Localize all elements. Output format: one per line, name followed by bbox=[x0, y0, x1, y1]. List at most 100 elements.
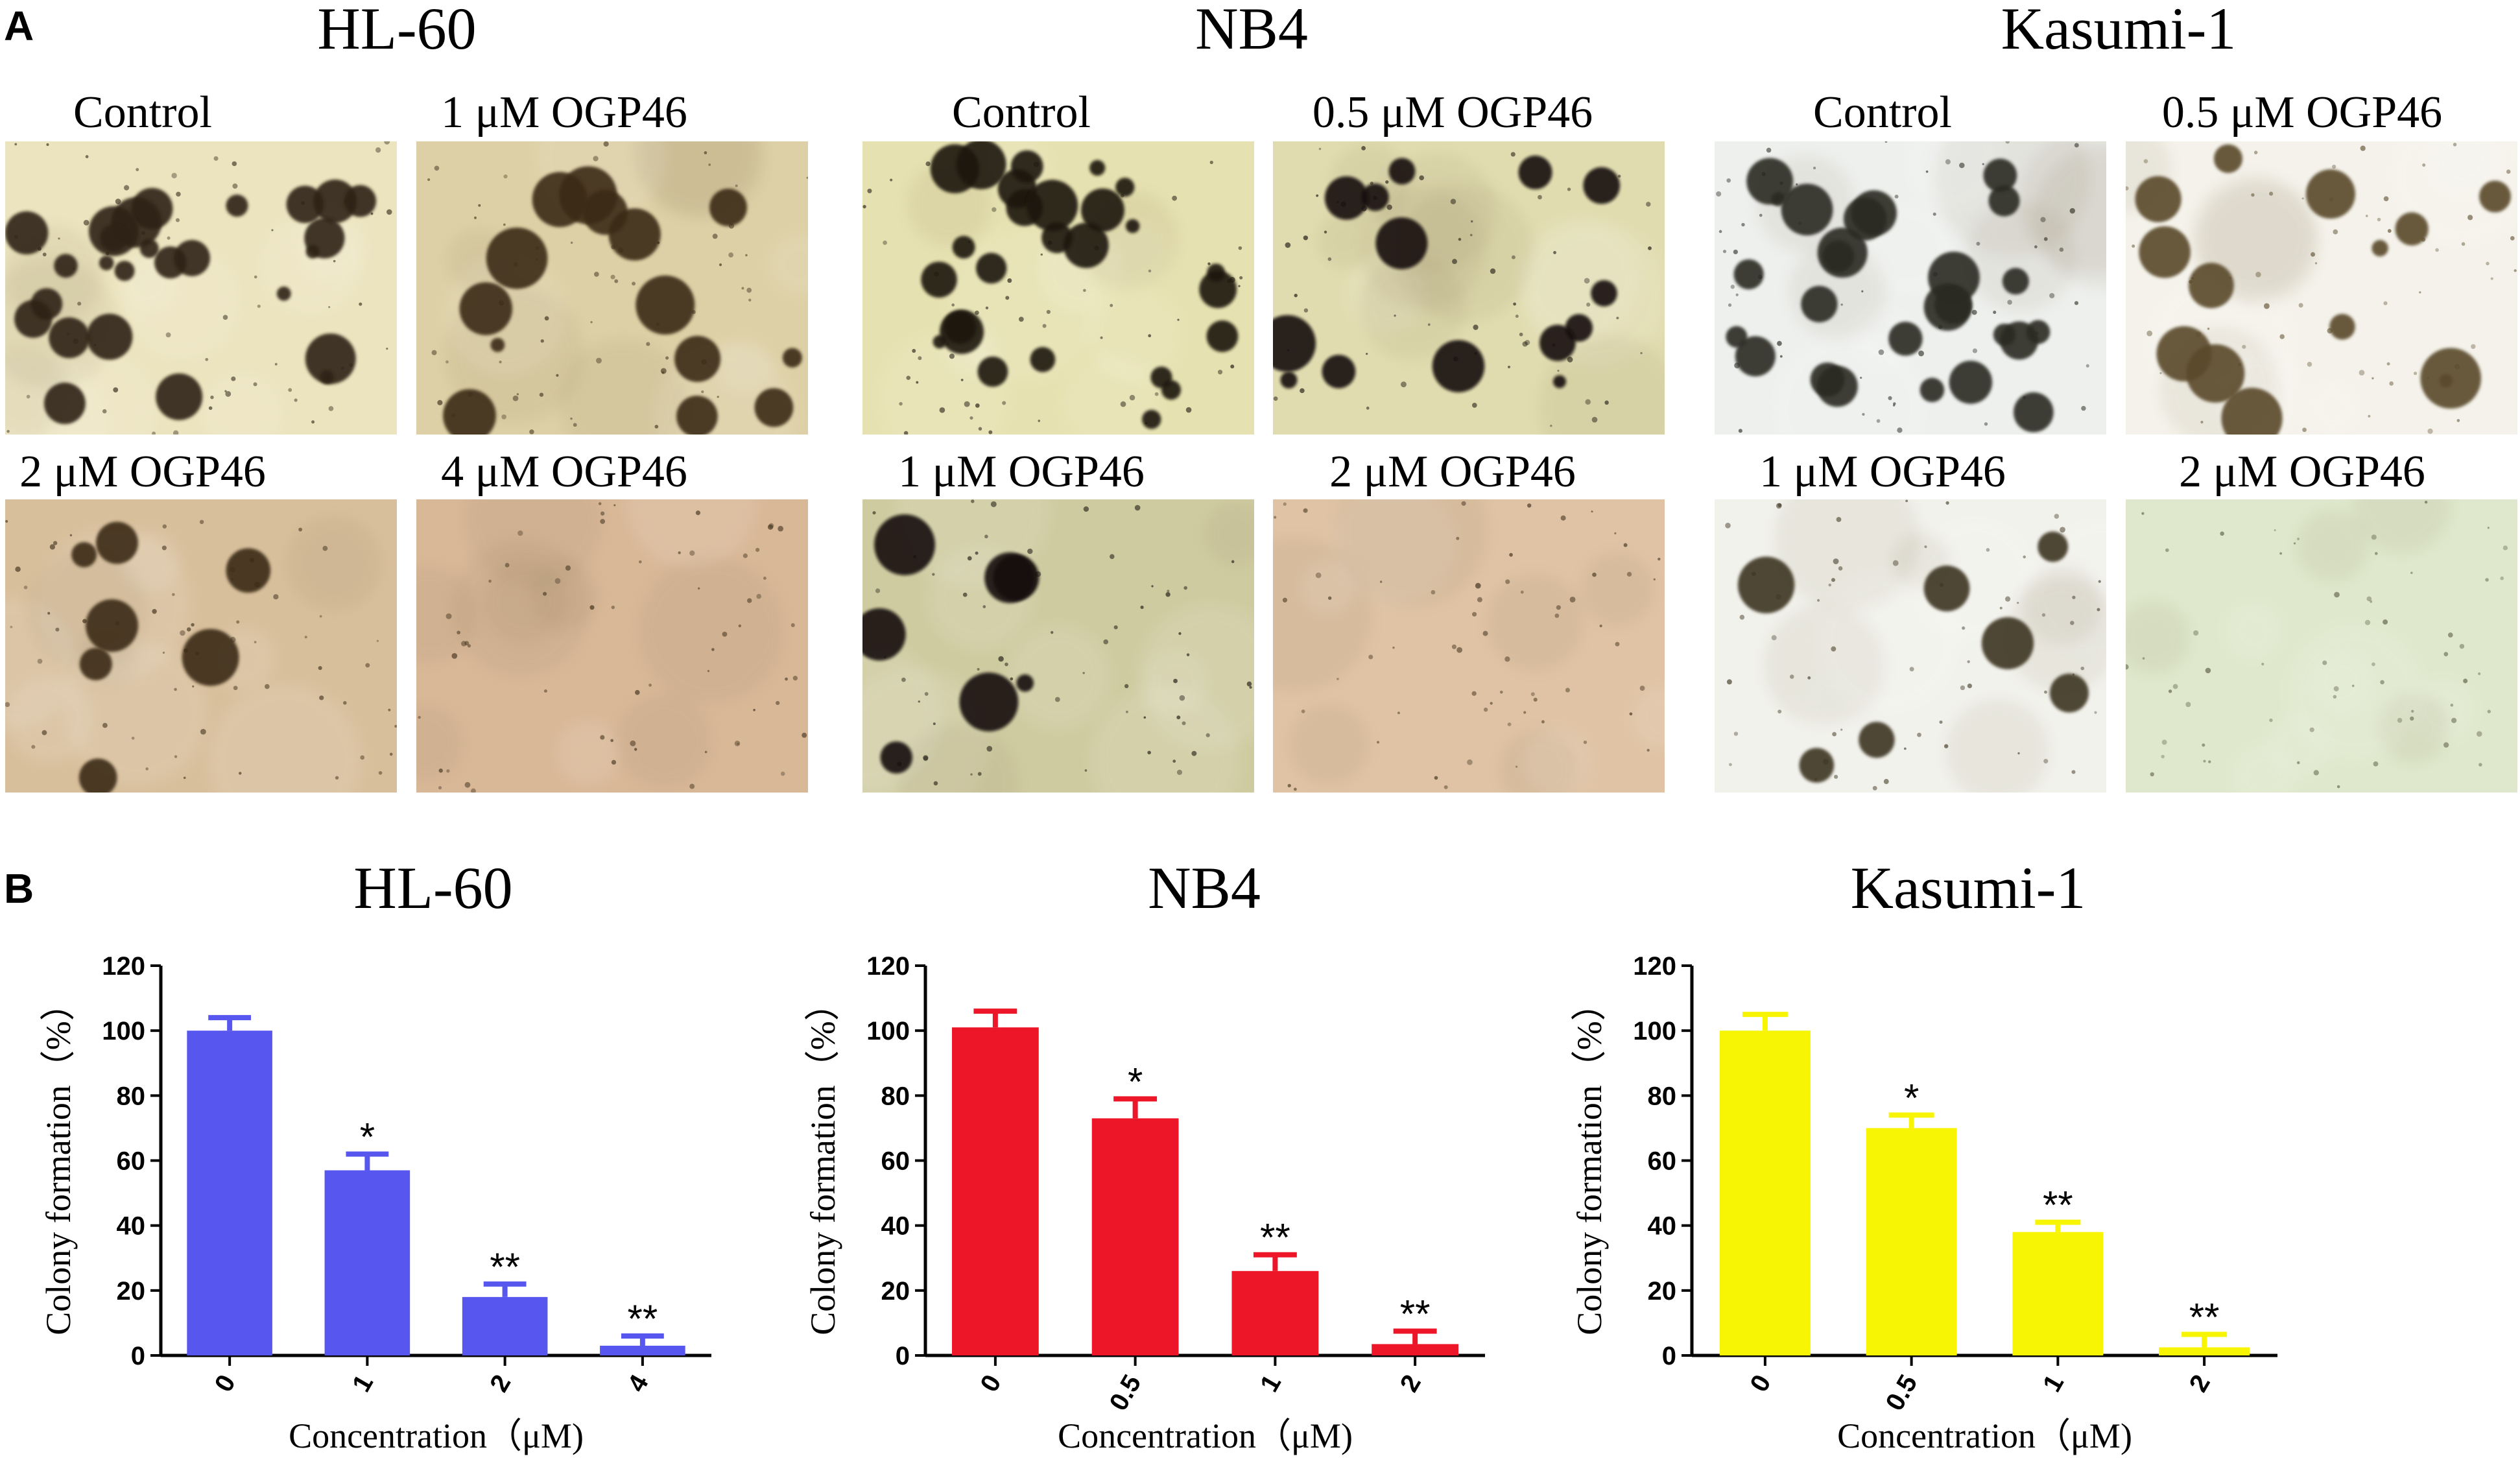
micrograph-image bbox=[416, 141, 808, 435]
colony-mark bbox=[2221, 387, 2283, 435]
colony-mark bbox=[344, 185, 377, 217]
colony-mark bbox=[1518, 155, 1552, 189]
y-tick-label: 20 bbox=[117, 1277, 146, 1306]
bar bbox=[2012, 1232, 2104, 1355]
colony-mark bbox=[1206, 320, 1239, 352]
micrograph-caption: 4 μM OGP46 bbox=[441, 447, 687, 497]
micrograph-image bbox=[5, 141, 397, 435]
significance-marker: ** bbox=[628, 1297, 658, 1341]
colony-mark bbox=[1923, 566, 1970, 612]
colony-mark bbox=[2395, 212, 2429, 246]
colony-mark bbox=[1993, 323, 2016, 346]
colony-mark bbox=[156, 373, 203, 420]
colony-mark bbox=[2013, 392, 2054, 433]
colony-mark bbox=[226, 195, 248, 217]
colony-mark bbox=[1949, 361, 1993, 404]
significance-marker: ** bbox=[490, 1245, 520, 1289]
micrograph-caption: Control bbox=[1813, 88, 1952, 137]
colony-mark bbox=[1781, 184, 1833, 235]
x-tick-label: 4 bbox=[622, 1370, 654, 1397]
colony-mark bbox=[1273, 315, 1316, 372]
colony-mark bbox=[1115, 178, 1135, 197]
micrograph-caption: 1 μM OGP46 bbox=[898, 447, 1145, 497]
colony-mark bbox=[532, 172, 588, 228]
bar-chart-1: NB4 0 20 40 60 80 100 120 Colony formation（%） 0 * 0… bbox=[803, 855, 1485, 1455]
x-tick-label: 0 bbox=[975, 1370, 1006, 1397]
y-tick-label: 120 bbox=[866, 952, 910, 981]
bar bbox=[462, 1296, 548, 1355]
y-tick-label: 20 bbox=[1648, 1277, 1677, 1306]
colony-mark bbox=[459, 282, 513, 335]
colony-mark bbox=[2026, 320, 2050, 344]
x-tick-label: 0.5 bbox=[1881, 1370, 1923, 1416]
colony-mark bbox=[984, 552, 1036, 603]
colony-mark bbox=[952, 235, 975, 259]
colony-mark bbox=[486, 227, 548, 289]
colony-mark bbox=[1981, 617, 2034, 669]
micrograph-group-title: HL-60 bbox=[317, 0, 476, 62]
x-axis-label: Concentration（μM) bbox=[1837, 1416, 2132, 1455]
micrograph-caption: 1 μM OGP46 bbox=[1759, 447, 2006, 497]
colony-mark bbox=[1735, 336, 1776, 377]
micrograph-image bbox=[5, 499, 397, 793]
micrograph-caption: 0.5 μM OGP46 bbox=[1313, 88, 1593, 137]
x-tick-label: 1 bbox=[1255, 1370, 1287, 1397]
colony-mark bbox=[977, 356, 1008, 387]
colony-mark bbox=[2420, 348, 2481, 409]
y-tick-label: 100 bbox=[866, 1017, 910, 1045]
y-tick-label: 40 bbox=[881, 1212, 910, 1241]
bar bbox=[187, 1031, 272, 1355]
colony-mark bbox=[1030, 346, 1056, 372]
colony-mark bbox=[1737, 556, 1795, 614]
colony-mark bbox=[2049, 673, 2089, 713]
colony-mark bbox=[2329, 314, 2355, 340]
colony-mark bbox=[1199, 270, 1237, 309]
colony-mark bbox=[443, 389, 496, 435]
colony-mark bbox=[1746, 158, 1794, 205]
colony-mark bbox=[1552, 375, 1566, 388]
colony-mark bbox=[86, 599, 139, 652]
y-tick-label: 100 bbox=[102, 1017, 145, 1045]
x-tick-label: 2 bbox=[1395, 1370, 1427, 1397]
x-axis-label: Concentration（μM) bbox=[289, 1416, 584, 1455]
micrograph-image bbox=[2126, 141, 2517, 435]
colony-mark bbox=[1125, 219, 1140, 233]
bar bbox=[324, 1170, 410, 1355]
colony-mark bbox=[1539, 324, 1576, 361]
colony-mark bbox=[2156, 326, 2212, 382]
colony-mark bbox=[99, 256, 114, 270]
y-tick-label: 40 bbox=[1648, 1212, 1677, 1241]
micrograph-image bbox=[416, 499, 808, 793]
y-tick-label: 40 bbox=[117, 1212, 146, 1241]
colony-mark bbox=[959, 672, 1019, 732]
y-tick-label: 100 bbox=[1633, 1017, 1676, 1045]
panel-label-a: A bbox=[4, 3, 34, 49]
x-tick-label: 2 bbox=[2184, 1370, 2216, 1397]
colony-mark bbox=[305, 333, 356, 385]
colony-mark bbox=[2371, 239, 2388, 257]
x-axis-label: Concentration（μM) bbox=[1058, 1416, 1353, 1455]
colony-mark bbox=[880, 741, 912, 774]
micrograph-caption: 2 μM OGP46 bbox=[19, 447, 266, 497]
colony-mark bbox=[71, 542, 97, 567]
colony-mark bbox=[862, 608, 906, 661]
significance-marker: * bbox=[1904, 1076, 1919, 1119]
micrograph-group-title: NB4 bbox=[1195, 0, 1308, 62]
y-tick-label: 80 bbox=[117, 1082, 146, 1110]
panel-a-micrographs: HL-60 Control 1 μM OGP46 2 μM OGP46 4 μM OGP… bbox=[5, 0, 2517, 793]
micrograph-caption: 0.5 μM OGP46 bbox=[2162, 88, 2442, 137]
colony-mark bbox=[174, 239, 210, 276]
colony-mark bbox=[99, 224, 128, 252]
colony-mark bbox=[1324, 176, 1368, 220]
colony-mark bbox=[1375, 217, 1428, 270]
y-axis-label: Colony formation（%） bbox=[803, 986, 842, 1335]
colony-mark bbox=[1923, 283, 1971, 331]
significance-marker: * bbox=[360, 1115, 375, 1158]
y-tick-label: 120 bbox=[102, 952, 145, 981]
colony-mark bbox=[1799, 748, 1835, 783]
colony-mark bbox=[944, 311, 977, 344]
colony-mark bbox=[1016, 674, 1034, 692]
micrograph-image bbox=[862, 141, 1254, 435]
y-tick-label: 80 bbox=[881, 1082, 910, 1110]
colony-mark bbox=[490, 337, 505, 352]
